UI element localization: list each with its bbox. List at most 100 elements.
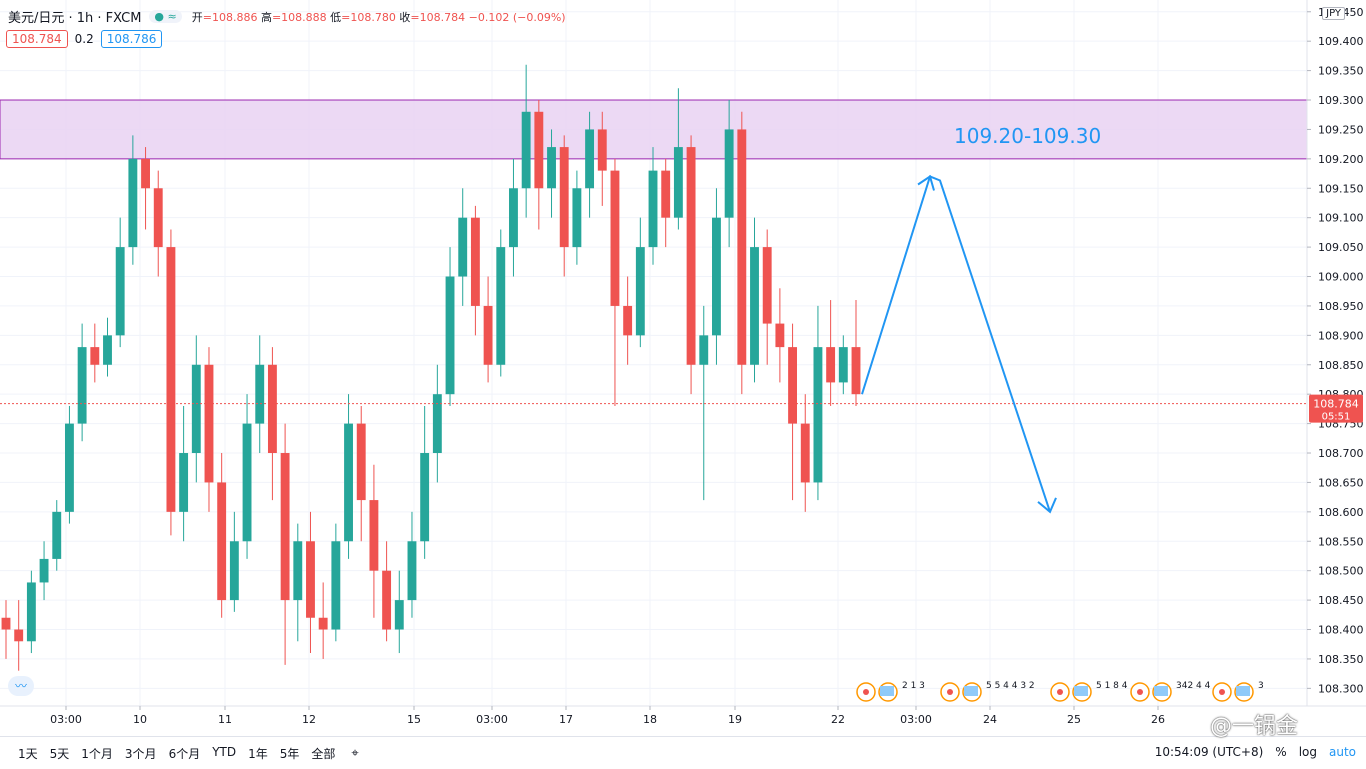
y-tick-label: 108.350 — [1318, 653, 1364, 666]
candle-body — [1, 617, 11, 630]
candle-body — [673, 147, 683, 218]
candle-body — [559, 147, 569, 248]
candle-body — [470, 217, 480, 306]
x-tick-label: 12 — [302, 713, 316, 726]
timeframe-button[interactable]: 3个月 — [124, 746, 157, 761]
candle-body — [509, 188, 518, 248]
x-tick-label: 03:00 — [476, 713, 508, 726]
candle-body — [166, 247, 176, 512]
timeframe-selector: 1天 5天 1个月 3个月 6个月 YTD 1年 5年 全部 — [12, 745, 341, 762]
candle-body — [788, 347, 798, 424]
clock-time[interactable]: 10:54:09 (UTC+8) — [1154, 745, 1264, 759]
buy-button[interactable]: 108.786 — [100, 30, 163, 48]
timeframe-button[interactable]: 5天 — [49, 746, 70, 761]
candle-body — [483, 305, 493, 365]
y-tick-label: 108.300 — [1318, 682, 1364, 695]
wave-icon[interactable]: ● ≈ — [149, 10, 182, 23]
x-tick-label: 03:00 — [50, 713, 82, 726]
x-tick-label: 17 — [559, 713, 573, 726]
y-tick-label: 108.450 — [1318, 594, 1364, 607]
candle-body — [572, 188, 582, 248]
time-axis[interactable]: 03:00 10 11 12 15 03:00 17 18 19 22 03:00 24 25 26 — [50, 706, 1165, 726]
arrow-head-down — [1037, 497, 1057, 514]
candle-body — [217, 482, 227, 601]
wave-icon[interactable]: 〰 — [8, 676, 34, 696]
y-tick-label: 109.250 — [1318, 123, 1364, 136]
log-toggle[interactable]: log — [1298, 745, 1317, 759]
candle-body — [318, 617, 328, 630]
candle-body — [750, 247, 759, 365]
candle-body — [547, 147, 556, 189]
candle-body — [267, 364, 277, 454]
timeframe-button[interactable]: 1天 — [18, 746, 38, 761]
candle-body — [800, 423, 810, 483]
candle-body — [306, 541, 315, 618]
candle-body — [699, 335, 709, 365]
high-label: 高 — [260, 10, 272, 24]
timeframe-button[interactable]: 6个月 — [168, 746, 201, 761]
auto-toggle[interactable]: auto — [1328, 745, 1356, 759]
symbol-header: 美元/日元 · 1h · FXCM ● ≈ 开=108.886 高=108.88… — [8, 7, 566, 26]
flag-icon — [880, 686, 894, 696]
candle-body — [648, 170, 658, 248]
zone-label[interactable]: 109.20-109.30 — [954, 124, 1102, 148]
flag-icon — [1236, 686, 1250, 696]
candle-body — [382, 570, 392, 630]
candle-body — [724, 129, 734, 218]
candle-body — [661, 170, 671, 218]
candle-body — [255, 364, 265, 424]
candle-body — [90, 347, 100, 365]
close-label: 收 — [399, 10, 411, 24]
event-count: 3 — [1258, 681, 1264, 691]
timeframe-button[interactable]: 1年 — [248, 746, 268, 761]
timeframe-button[interactable]: 全部 — [311, 746, 336, 761]
candle-body — [77, 347, 87, 424]
y-tick-label: 108.600 — [1318, 506, 1364, 519]
event-dot — [863, 689, 869, 695]
candle-body — [115, 247, 125, 336]
low-value: 108.780 — [350, 10, 396, 24]
y-tick-label: 108.500 — [1318, 565, 1364, 578]
calendar-range-icon[interactable]: ⌖ — [351, 745, 359, 761]
candle-body — [623, 305, 633, 336]
candle-body — [445, 276, 455, 395]
currency-badge: JPY — [1322, 7, 1345, 20]
change-value: −0.102 (−0.09%) — [468, 10, 566, 24]
y-tick-label: 109.000 — [1318, 271, 1364, 284]
event-count: 5 1 8 4 — [1096, 681, 1128, 691]
price-badge-countdown: 05:51 — [1322, 412, 1351, 423]
projection-arrow[interactable] — [861, 175, 1051, 513]
candle-body — [635, 247, 645, 336]
candle-body — [737, 129, 747, 365]
x-tick-label: 15 — [407, 713, 421, 726]
event-count: 342 4 4 — [1176, 681, 1211, 691]
candle-body — [496, 247, 506, 365]
candle-body — [179, 453, 189, 512]
y-tick-label: 109.350 — [1318, 65, 1364, 78]
price-axis[interactable]: 108.300 108.350 108.400 108.450 108.500 108.5… — [1307, 6, 1364, 696]
timeframe-button[interactable]: 1个月 — [81, 746, 113, 761]
candle-body — [775, 323, 785, 348]
y-tick-label: 109.200 — [1318, 153, 1364, 166]
timeframe-button[interactable]: 5年 — [279, 746, 300, 761]
low-label: 低 — [330, 10, 342, 24]
economic-events[interactable]: 2 1 3 5 5 4 4 3 2 5 1 8 4 342 4 4 3 — [856, 681, 1264, 702]
x-tick-label: 18 — [643, 713, 657, 726]
timeframe-button[interactable]: YTD — [212, 744, 237, 759]
flag-icon — [1074, 686, 1088, 696]
event-dot — [1137, 689, 1143, 695]
candle-body — [331, 541, 341, 630]
candle-body — [407, 541, 417, 601]
candle-body — [762, 247, 772, 324]
symbol-title[interactable]: 美元/日元 · 1h · FXCM — [8, 11, 142, 26]
y-tick-label: 108.400 — [1318, 624, 1364, 637]
candle-body — [851, 347, 861, 395]
percent-toggle[interactable]: % — [1275, 745, 1287, 759]
x-tick-label: 22 — [831, 713, 845, 726]
x-tick-label: 26 — [1151, 713, 1165, 726]
sell-button[interactable]: 108.784 — [6, 30, 68, 48]
candle-body — [153, 188, 163, 248]
close-value: 108.784 — [419, 10, 466, 24]
candle-body — [394, 600, 404, 630]
